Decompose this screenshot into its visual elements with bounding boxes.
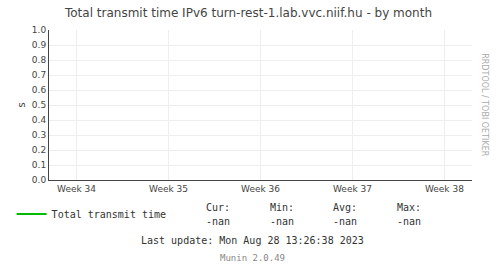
svg-text:0.8: 0.8 <box>32 55 47 65</box>
svg-text:Week 35: Week 35 <box>149 184 188 194</box>
svg-text:1.0: 1.0 <box>32 25 47 35</box>
svg-text:-nan: -nan <box>206 216 230 227</box>
svg-text:Total transmit time: Total transmit time <box>52 209 166 220</box>
svg-text:0.0: 0.0 <box>32 175 47 185</box>
svg-text:Week 38: Week 38 <box>425 184 464 194</box>
svg-text:RRDTOOL / TOBI OETIKER: RRDTOOL / TOBI OETIKER <box>480 53 489 156</box>
svg-text:0.5: 0.5 <box>32 100 46 110</box>
svg-text:0.1: 0.1 <box>32 160 46 170</box>
svg-text:0.7: 0.7 <box>32 70 46 80</box>
svg-text:-nan: -nan <box>333 216 357 227</box>
svg-text:0.6: 0.6 <box>32 85 47 95</box>
svg-text:s: s <box>16 102 27 107</box>
svg-text:0.9: 0.9 <box>32 40 47 50</box>
svg-text:0.2: 0.2 <box>32 145 46 155</box>
svg-text:-nan: -nan <box>270 216 294 227</box>
svg-text:Total transmit time IPv6 turn-: Total transmit time IPv6 turn-rest-1.lab… <box>64 6 432 20</box>
svg-text:Week 36: Week 36 <box>241 184 280 194</box>
svg-text:Max:: Max: <box>397 202 421 213</box>
svg-text:Munin 2.0.49: Munin 2.0.49 <box>220 253 285 263</box>
svg-text:-nan: -nan <box>397 216 421 227</box>
svg-text:Week 37: Week 37 <box>333 184 372 194</box>
svg-text:Last update: Mon Aug 28 13:26:: Last update: Mon Aug 28 13:26:38 2023 <box>141 235 364 246</box>
svg-text:0.4: 0.4 <box>32 115 47 125</box>
svg-text:Min:: Min: <box>270 202 294 213</box>
svg-text:Cur:: Cur: <box>206 202 230 213</box>
svg-text:Avg:: Avg: <box>333 202 357 213</box>
svg-text:Week 34: Week 34 <box>57 184 96 194</box>
svg-text:0.3: 0.3 <box>32 130 46 140</box>
